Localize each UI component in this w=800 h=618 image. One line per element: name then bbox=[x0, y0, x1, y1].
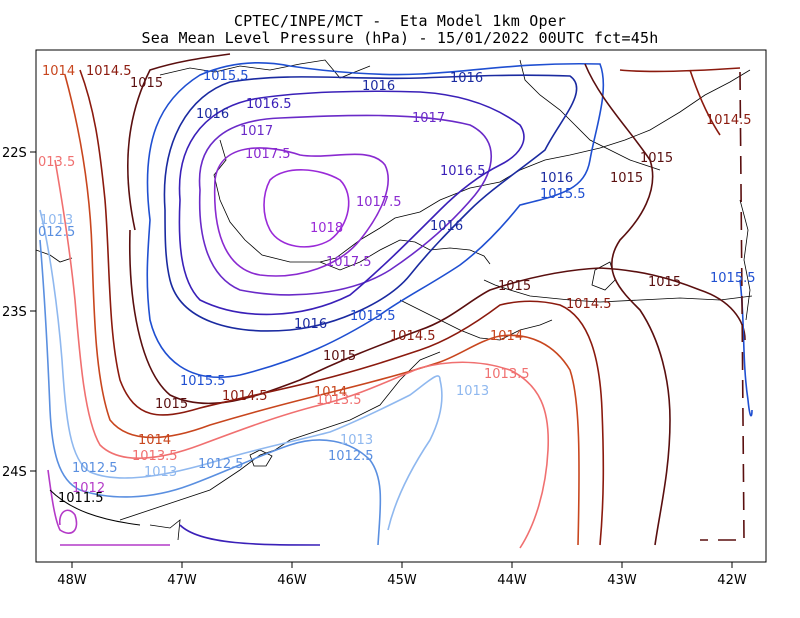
coast-sw-island bbox=[149, 519, 181, 541]
isobar-1014 bbox=[64, 74, 580, 546]
isobar-label: 1015 bbox=[155, 397, 188, 412]
x-tick-label: 44W bbox=[497, 573, 527, 588]
coastlines bbox=[36, 59, 753, 541]
isobar-label: 1017 bbox=[240, 124, 273, 139]
isobar-1013 bbox=[39, 209, 443, 531]
isobar-label: 1012 bbox=[72, 481, 105, 496]
island bbox=[249, 449, 273, 467]
isobar-1012 bbox=[47, 469, 170, 546]
isobar-label: 1014.5 bbox=[566, 297, 612, 312]
isobar-label: 1013 bbox=[340, 433, 373, 448]
isobar-label: 1016 bbox=[540, 171, 573, 186]
x-tick-label: 42W bbox=[717, 573, 747, 588]
isobar-label: 1013 bbox=[456, 384, 489, 399]
isobar-label: 1014 bbox=[42, 64, 75, 79]
isobar-label: 1013.5 bbox=[484, 367, 530, 382]
x-tick-label: 46W bbox=[277, 573, 307, 588]
isobar-1017-5 bbox=[213, 147, 389, 277]
isobar-label: 1014 bbox=[490, 329, 523, 344]
isobar-label: 1012.5 bbox=[198, 457, 244, 472]
isobar-label: 1015.5 bbox=[350, 309, 396, 324]
coastline-bay bbox=[319, 239, 491, 271]
isobar-label: 1017 bbox=[412, 111, 445, 126]
border-east bbox=[739, 199, 751, 321]
isobar-label: 1015 bbox=[610, 171, 643, 186]
x-tick-label: 48W bbox=[57, 573, 87, 588]
x-tick-label: 43W bbox=[607, 573, 637, 588]
isobar-label: 1014.5 bbox=[706, 113, 752, 128]
chart-title-line-2: Sea Mean Level Pressure (hPa) - 15/01/20… bbox=[141, 29, 659, 47]
isobar-label: 1015.5 bbox=[203, 69, 249, 84]
y-tick-label: 24S bbox=[2, 465, 27, 480]
island-2 bbox=[591, 261, 616, 291]
isobar-label: 1012.5 bbox=[72, 461, 118, 476]
isobar-label: 1016 bbox=[196, 107, 229, 122]
isobar-label: 1015.5 bbox=[180, 374, 226, 389]
plot-area bbox=[35, 49, 767, 563]
isobar-label: 1015 bbox=[323, 349, 356, 364]
coastline-east bbox=[483, 279, 753, 303]
isobar-label: 1016.5 bbox=[440, 164, 486, 179]
isobar-label: 1017.5 bbox=[326, 255, 372, 270]
isobar-label: 1013 bbox=[40, 213, 73, 228]
isobar-labels: 1014 1014.5 1015 1015.5 1016 1016.5 1017… bbox=[38, 64, 756, 506]
isobar-1011-5 bbox=[49, 489, 141, 526]
isobar-label: 1017.5 bbox=[356, 195, 402, 210]
isobar-label: 013.5 bbox=[38, 155, 75, 170]
isobar-label: 1015 bbox=[130, 76, 163, 91]
isobar-label: 1014 bbox=[138, 433, 171, 448]
chart-title-line-1: CPTEC/INPE/MCT - Eta Model 1km Oper bbox=[233, 12, 567, 30]
isobar-label: 1013.5 bbox=[132, 449, 178, 464]
isobar-label: 1016 bbox=[450, 71, 483, 86]
isobar-label: 1013.5 bbox=[316, 393, 362, 408]
border-ne bbox=[519, 59, 661, 171]
isobars bbox=[39, 53, 753, 549]
isobar-label: 1016 bbox=[430, 219, 463, 234]
x-tick-label: 47W bbox=[167, 573, 197, 588]
isobar-label: 1016.5 bbox=[246, 97, 292, 112]
isobar-1016-5 bbox=[178, 90, 525, 316]
isobar-label: 1015.5 bbox=[710, 271, 756, 286]
isobar-label: 1014 bbox=[314, 385, 347, 400]
y-tick-label: 22S bbox=[2, 146, 27, 161]
isobar-1016 bbox=[163, 74, 578, 332]
plot-frame bbox=[35, 49, 767, 563]
isobar-label: 1014.5 bbox=[390, 329, 436, 344]
coastline-main bbox=[213, 69, 751, 263]
isobar-label: 1012.5 bbox=[328, 449, 374, 464]
isobar-label: 1014.5 bbox=[86, 64, 132, 79]
isobar-label: 012.5 bbox=[38, 225, 75, 240]
y-axis: 22S 23S 24S bbox=[2, 146, 36, 480]
isobar-1015-5 bbox=[146, 62, 605, 378]
coastline-sw bbox=[119, 351, 441, 521]
isobar-1014-5 bbox=[79, 67, 741, 546]
isobar-label: 1015 bbox=[648, 275, 681, 290]
y-tick-label: 23S bbox=[2, 305, 27, 320]
isobar-1017 bbox=[198, 114, 493, 296]
isobar-label: 1016 bbox=[294, 317, 327, 332]
border-north bbox=[159, 59, 371, 79]
isobar-1012-5 bbox=[39, 239, 382, 546]
isobar-label: 1016 bbox=[362, 79, 395, 94]
x-tick-label: 45W bbox=[387, 573, 417, 588]
isobar-label: 1015 bbox=[498, 279, 531, 294]
isobar-label: 1018 bbox=[310, 221, 343, 236]
isobar-label: 1014.5 bbox=[222, 389, 268, 404]
coastline-south bbox=[399, 299, 553, 341]
isobar-east-dashed bbox=[700, 71, 745, 541]
isobar-1018 bbox=[263, 169, 350, 248]
isobar-label: 1017.5 bbox=[245, 147, 291, 162]
isobar-label: 1015 bbox=[640, 151, 673, 166]
isobar-label: 1013 bbox=[144, 465, 177, 480]
coast-west bbox=[36, 249, 73, 263]
isobar-1013-5 bbox=[54, 159, 550, 549]
isobar-1016-south bbox=[179, 524, 321, 546]
isobar-1015 bbox=[127, 53, 746, 546]
isobar-label: 1015.5 bbox=[540, 187, 586, 202]
isobar-label: 1011.5 bbox=[58, 491, 104, 506]
x-axis: 48W 47W 46W 45W 44W 43W 42W bbox=[57, 562, 747, 588]
